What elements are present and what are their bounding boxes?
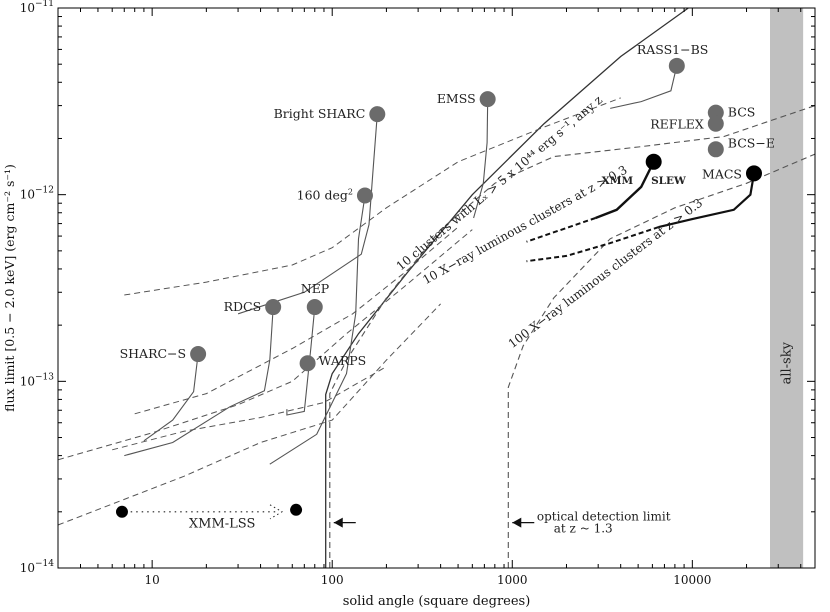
axes-layer: 10 100 1000 10000 10−14 10−13 10−12 10−11 solid … (2, 0, 816, 609)
survey-label: Bright SHARC (274, 106, 366, 121)
survey-label: RDCS (224, 299, 262, 314)
track-bright-sharc (237, 114, 378, 315)
survey-point (645, 153, 662, 170)
track-rass1-bs (610, 65, 678, 109)
xmm-lss-label: XMM-LSS (189, 516, 256, 531)
plot-frame (57, 7, 816, 569)
curve-100-z03-dashed (507, 153, 816, 568)
survey-point (190, 346, 207, 363)
points-layer (115, 57, 762, 518)
survey-label: EMSS (437, 91, 476, 106)
x-axis-title: solid angle (square degrees) (343, 594, 531, 609)
survey-point (356, 187, 373, 204)
track-macs (658, 173, 756, 229)
all-sky-band (770, 8, 804, 568)
y-tick-label: 10−13 (20, 372, 55, 388)
survey-label: RASS1−BS (637, 42, 709, 57)
xmm-lss-arrow-head (269, 504, 284, 520)
survey-point (707, 115, 724, 132)
track-macs-dashed (526, 226, 659, 263)
survey-label: XMM SLEW (602, 175, 686, 187)
curve-10-lx-solid (325, 7, 689, 568)
x-tick-label: 100 (321, 573, 344, 587)
survey-point (115, 505, 128, 518)
x-tick-label: 10000 (673, 573, 711, 587)
y-axis-title: flux limit [0.5 − 2.0 keV] (erg cm⁻² s⁻¹… (2, 164, 17, 412)
survey-label: BCS (728, 105, 756, 120)
survey-point (290, 503, 303, 516)
y-tick-label: 10−14 (20, 559, 55, 575)
curve-shallow-dashed-top (124, 97, 621, 296)
survey-point (479, 91, 496, 108)
x-tick-label: 1000 (497, 573, 528, 587)
survey-label: REFLEX (650, 117, 704, 132)
track-xmm-slew (595, 161, 655, 220)
curves-layer (57, 7, 816, 568)
survey-label: WARPS (319, 353, 367, 368)
all-sky-label: all-sky (780, 341, 795, 384)
survey-label: MACS (702, 166, 742, 181)
curve-shallow-dashed-low (57, 303, 441, 526)
optical-arrow-right-head (512, 517, 522, 528)
y-tick-label: 10−12 (20, 186, 54, 202)
survey-point (707, 141, 724, 158)
y-tick-label: 10−11 (20, 0, 54, 15)
curve-dashed-center (134, 226, 459, 415)
track-160 (269, 195, 366, 465)
survey-point (265, 299, 282, 316)
optical-arrow-left-head (333, 517, 343, 528)
optical-limit-line1: optical detection limit (537, 509, 671, 523)
track-sharc-s (143, 354, 199, 442)
curve-10-z03-dashed (329, 105, 816, 568)
x-tick-label: 10 (145, 573, 160, 587)
survey-label: NEP (301, 281, 329, 296)
track-rdcs (124, 307, 274, 457)
track-emss (473, 99, 489, 219)
survey-point (745, 165, 762, 182)
survey-label: SHARC−S (120, 346, 187, 361)
curve-shallow-dashed-mid (57, 229, 473, 461)
survey-point (668, 57, 685, 74)
optical-limit-line2: at z ~ 1.3 (554, 521, 613, 535)
survey-point (299, 355, 316, 372)
survey-point (369, 106, 386, 123)
curve-dashed-lower-left (112, 366, 387, 451)
survey-label: BCS−E (728, 135, 775, 150)
survey-point (306, 299, 323, 316)
track-nep (286, 307, 316, 416)
survey-point (707, 104, 724, 121)
background-layer (770, 8, 804, 568)
survey-label: 160 deg2 (297, 187, 353, 202)
